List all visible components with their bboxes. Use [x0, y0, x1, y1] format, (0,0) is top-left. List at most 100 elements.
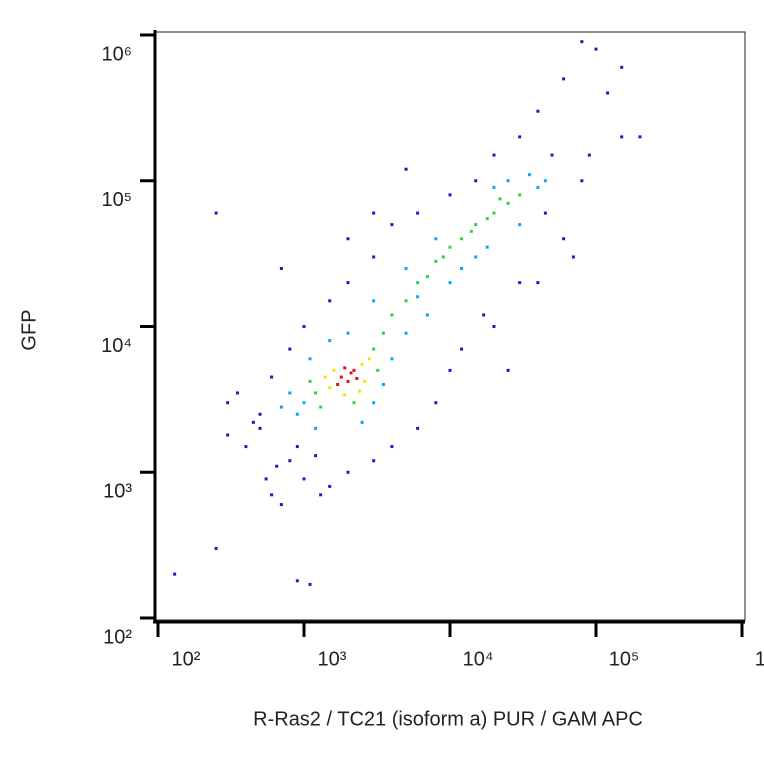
point: [474, 179, 478, 183]
point: [536, 281, 540, 285]
point: [288, 459, 292, 463]
point: [226, 433, 230, 437]
point: [352, 401, 356, 405]
point: [381, 382, 385, 386]
point: [492, 325, 496, 328]
point: [336, 382, 340, 386]
point: [620, 135, 624, 139]
point: [349, 371, 353, 375]
point: [264, 477, 268, 481]
point: [288, 347, 292, 351]
y-tick-label: 10⁵: [101, 189, 132, 211]
plot-frame: [154, 31, 746, 621]
point: [328, 339, 332, 343]
point: [372, 347, 376, 351]
point: [302, 401, 306, 405]
point: [404, 331, 408, 335]
point: [372, 401, 376, 405]
point: [319, 493, 323, 497]
point: [244, 445, 248, 449]
x-tick-label: 10³: [318, 648, 347, 670]
point: [295, 412, 299, 416]
point: [314, 426, 318, 430]
point: [594, 47, 598, 51]
point: [460, 267, 464, 271]
point: [448, 281, 452, 285]
point: [404, 299, 408, 303]
point: [226, 401, 230, 405]
point: [295, 445, 299, 449]
point: [485, 217, 489, 221]
point: [518, 281, 522, 285]
point: [416, 281, 420, 285]
point: [543, 179, 547, 183]
point: [288, 391, 292, 395]
point: [314, 391, 318, 395]
point: [308, 357, 312, 361]
point: [390, 357, 394, 361]
y-tick-label: 10⁶: [102, 43, 132, 65]
point: [258, 412, 262, 416]
point: [518, 223, 522, 227]
point: [346, 281, 350, 285]
point: [441, 255, 445, 259]
point: [425, 313, 429, 317]
y-tick-label: 10⁴: [101, 335, 132, 357]
point: [270, 375, 274, 379]
point: [328, 386, 332, 390]
point: [372, 211, 376, 215]
point: [460, 347, 464, 351]
point: [173, 572, 177, 576]
point: [416, 295, 420, 299]
point: [258, 426, 262, 430]
point: [308, 582, 312, 586]
point: [416, 211, 420, 215]
point: [346, 331, 350, 335]
point: [492, 153, 496, 157]
point: [343, 366, 347, 370]
point: [372, 299, 376, 303]
point: [390, 313, 394, 317]
point: [448, 193, 452, 197]
x-tick-label: 10⁶: [755, 648, 764, 670]
point: [328, 484, 332, 488]
point: [580, 40, 584, 44]
point: [358, 389, 362, 393]
point: [469, 229, 473, 233]
point: [404, 167, 408, 171]
x-tick-label: 10²: [172, 648, 201, 670]
point: [416, 426, 420, 430]
point: [425, 275, 429, 279]
point: [214, 211, 218, 215]
point: [562, 237, 566, 241]
point: [339, 375, 343, 379]
point: [474, 223, 478, 227]
point: [275, 464, 279, 468]
point: [506, 201, 510, 205]
point: [606, 91, 610, 95]
point: [448, 368, 452, 372]
point: [498, 197, 502, 201]
point: [536, 109, 540, 113]
point: [367, 357, 371, 361]
point: [279, 267, 283, 271]
point: [279, 503, 283, 507]
point: [346, 470, 350, 474]
point: [328, 299, 332, 303]
point: [360, 362, 364, 366]
point: [482, 313, 486, 317]
point: [302, 477, 306, 481]
point: [346, 379, 350, 383]
point: [536, 185, 540, 189]
point: [550, 153, 554, 157]
point: [448, 245, 452, 249]
point: [434, 401, 438, 405]
point: [390, 223, 394, 227]
point: [587, 153, 591, 157]
point: [376, 368, 380, 372]
point: [506, 179, 510, 183]
point: [355, 376, 359, 380]
point: [360, 420, 364, 424]
point: [620, 65, 624, 69]
